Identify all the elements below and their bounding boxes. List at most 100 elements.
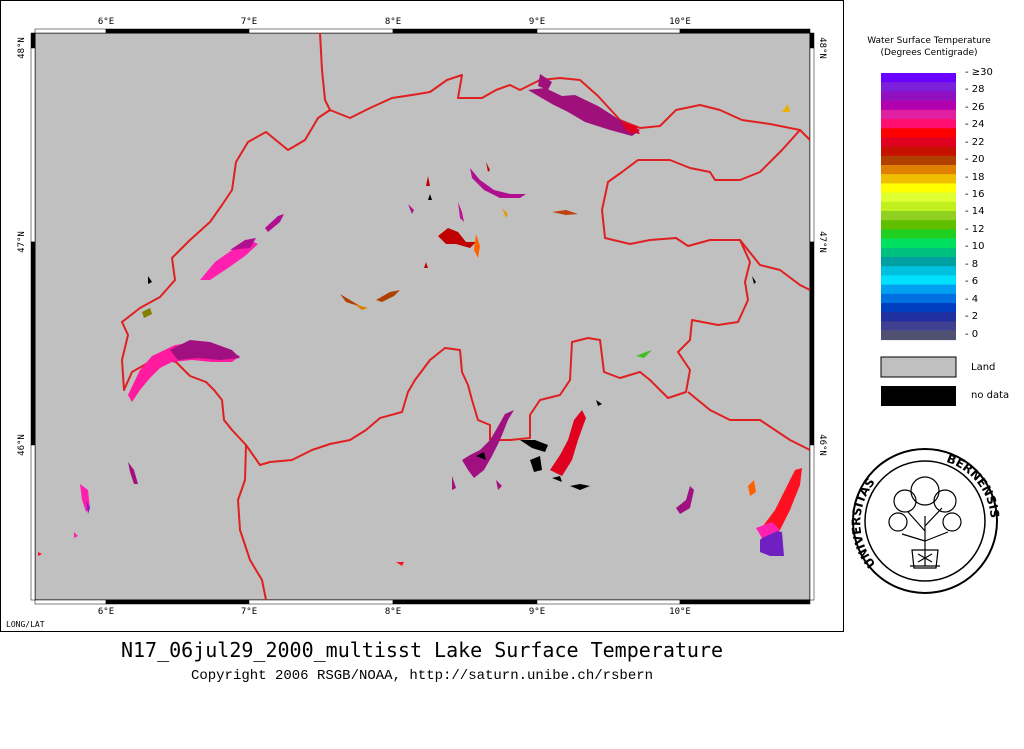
scale-bar-top <box>105 28 250 34</box>
lake-aiguebelette <box>38 552 42 556</box>
scale-bar-right <box>809 444 815 601</box>
scale-bar-bottom <box>536 599 681 605</box>
austria-border-east <box>799 129 811 141</box>
scale-bar-right <box>809 32 815 49</box>
scale-bar-bottom <box>105 599 250 605</box>
lake-maggiore-south <box>452 476 456 490</box>
lake-brienz <box>376 290 400 302</box>
scale-bar-left <box>30 444 36 601</box>
scale-bar-right <box>809 241 815 446</box>
germany-border-north <box>319 32 331 111</box>
lake-neuchatel-north <box>230 238 256 250</box>
legend-color-swatch <box>881 247 956 258</box>
bottom-tick-10e: 10°E <box>669 607 691 617</box>
legend-color-swatch <box>881 257 956 267</box>
lake-black-spot <box>428 194 432 200</box>
legend-color-swatch <box>881 192 956 203</box>
projection-label: LONG/LAT <box>6 620 45 629</box>
legend-color-swatch <box>881 128 956 138</box>
legend-color-swatch <box>881 211 956 221</box>
land-area <box>34 32 811 601</box>
legend-color-swatch <box>881 146 956 157</box>
legend-scale-label: - ≥30 <box>965 67 993 78</box>
top-tick-6e: 6°E <box>98 17 114 27</box>
scale-bar-top <box>34 28 107 34</box>
scale-bar-bottom <box>392 599 538 605</box>
legend-color-swatch <box>881 266 956 276</box>
lakes <box>38 74 802 566</box>
legend-land-swatch <box>880 356 957 378</box>
scale-bar-top <box>679 28 811 34</box>
lake-como-edge <box>552 476 562 482</box>
lake-poschiavo <box>596 400 602 406</box>
right-tick-46n: 46°N <box>817 434 827 456</box>
legend-color-swatch <box>881 330 956 341</box>
legend-color-swatch <box>881 100 956 111</box>
swiss-border <box>121 74 801 466</box>
lake-garda <box>760 468 802 540</box>
legend-color-swatch <box>881 155 956 166</box>
university-seal-logo: UNIVERSITAS BERNENSIS <box>850 448 1000 594</box>
legend-scale-label: - 20 <box>965 154 985 166</box>
italy-border-south <box>687 391 811 451</box>
italy-austria-border <box>739 239 811 291</box>
legend-color-swatch <box>881 137 956 147</box>
legend-scale-label: - 8 <box>965 258 979 270</box>
lake-constance-tip <box>620 122 640 134</box>
legend-color-swatch <box>881 183 956 193</box>
lake-aegeri <box>502 208 508 218</box>
lake-joux <box>142 308 152 318</box>
lake-garda-mid <box>756 522 780 538</box>
legend-land-label: Land <box>971 362 996 373</box>
lake-thun-tail <box>354 304 368 310</box>
scale-bar-left <box>30 32 36 49</box>
left-tick-47n: 47°N <box>17 231 27 253</box>
legend-color-swatch <box>881 275 956 285</box>
scale-bar-bottom <box>34 599 107 605</box>
legend-scale-label: - 28 <box>965 84 985 96</box>
legend-scale-label: - 10 <box>965 241 985 253</box>
lake-sempach <box>458 202 464 222</box>
scale-bar-left <box>30 241 36 446</box>
lake-neuchatel <box>200 240 258 280</box>
legend-scale-label: - 12 <box>965 223 985 235</box>
lake-orta <box>496 480 502 490</box>
lake-kochel <box>782 104 790 112</box>
legend-nodata-label: no data <box>971 390 1010 401</box>
lake-biel <box>265 214 284 232</box>
legend-scale-label: - 18 <box>965 171 985 183</box>
legend-color-swatch <box>881 73 956 83</box>
legend: Water Surface Temperature (Degrees Centi… <box>844 0 1024 440</box>
lake-varese <box>476 452 486 460</box>
map-panel: 6°E 7°E 8°E 9°E 10°E 6°E 7°E 8°E 9°E 10°… <box>0 0 844 632</box>
lake-lugano-east <box>530 456 542 472</box>
bottom-tick-9e: 9°E <box>529 607 545 617</box>
legend-color-swatch <box>881 293 956 304</box>
lake-silvaplana <box>636 350 652 358</box>
legend-color-swatch <box>881 220 956 230</box>
country-borders <box>121 32 811 601</box>
lake-geneva-east <box>170 340 240 360</box>
lake-sarnen <box>424 262 428 268</box>
lake-annecy-south <box>86 500 90 514</box>
lake-reschen <box>752 276 756 284</box>
lake-walen <box>552 210 578 215</box>
map-title: N17_06jul29_2000_multisst Lake Surface T… <box>120 638 724 662</box>
lake-lungern <box>396 562 404 566</box>
bottom-tick-6e: 6°E <box>98 607 114 617</box>
lake-constance-west <box>538 74 552 90</box>
legend-subtitle: (Degrees Centigrade) <box>880 48 978 58</box>
lake-lugano <box>520 440 548 452</box>
lake-zurich <box>470 168 526 198</box>
lake-baldegg <box>426 176 430 186</box>
lake-iseo <box>676 486 694 514</box>
scale-bar-top <box>392 28 538 34</box>
lake-zug <box>474 234 480 258</box>
legend-color-swatch <box>881 303 956 313</box>
lake-bourget <box>74 532 78 538</box>
legend-color-swatch <box>881 174 956 184</box>
bottom-tick-7e: 7°E <box>241 607 257 617</box>
legend-color-swatch <box>881 229 956 239</box>
legend-color-swatch <box>881 312 956 322</box>
right-tick-48n: 48°N <box>817 37 827 59</box>
